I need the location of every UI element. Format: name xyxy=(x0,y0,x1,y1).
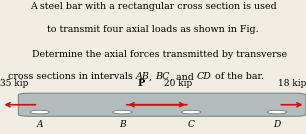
Circle shape xyxy=(30,110,50,114)
Text: AB: AB xyxy=(136,72,149,81)
Text: P: P xyxy=(138,79,145,88)
Text: cross sections in intervals: cross sections in intervals xyxy=(8,72,136,81)
Text: D: D xyxy=(273,120,281,129)
Text: to transmit four axial loads as shown in Fig.: to transmit four axial loads as shown in… xyxy=(47,25,259,34)
Circle shape xyxy=(267,110,287,114)
Text: BC: BC xyxy=(155,72,170,81)
Text: 20 kip: 20 kip xyxy=(164,79,192,88)
Circle shape xyxy=(181,110,201,114)
Text: , and: , and xyxy=(170,72,197,81)
Text: A: A xyxy=(36,120,43,129)
Circle shape xyxy=(113,110,132,114)
Text: A steel bar with a rectangular cross section is used: A steel bar with a rectangular cross sec… xyxy=(30,3,276,12)
Text: C: C xyxy=(188,120,195,129)
Text: B: B xyxy=(119,120,126,129)
Text: ,: , xyxy=(149,72,155,81)
Text: Determine the axial forces transmitted by transverse: Determine the axial forces transmitted b… xyxy=(32,50,287,59)
FancyBboxPatch shape xyxy=(18,93,306,116)
Text: CD: CD xyxy=(197,72,211,81)
Text: 35 kip: 35 kip xyxy=(0,79,28,88)
Text: 18 kip: 18 kip xyxy=(278,79,306,88)
Text: of the bar.: of the bar. xyxy=(211,72,263,81)
